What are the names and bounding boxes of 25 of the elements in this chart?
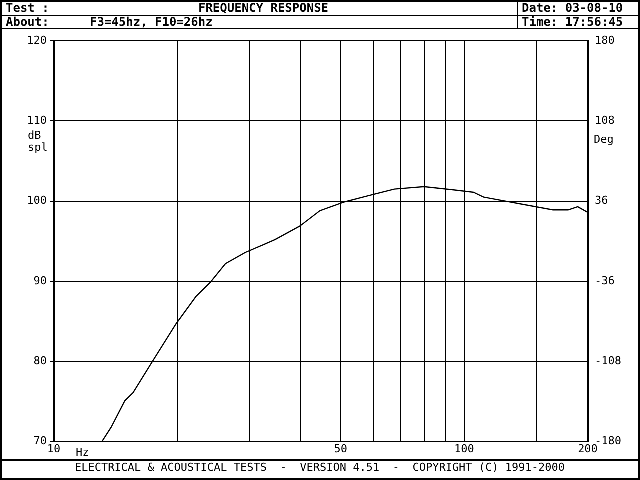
x-tick-label: 10 xyxy=(47,442,61,456)
y-tick-label: 120 xyxy=(27,34,47,47)
x-tick-label: 100 xyxy=(454,442,474,456)
y2-tick-label: 180 xyxy=(595,34,615,47)
y2-tick-label: 108 xyxy=(595,114,615,128)
chart-title: FREQUENCY RESPONSE xyxy=(197,1,330,15)
y-tick-label: 90 xyxy=(34,274,47,288)
y2-tick-label: -108 xyxy=(595,354,622,368)
y-axis-title: dB spl xyxy=(28,129,48,154)
text: Test : xyxy=(5,1,50,15)
y2-tick-label: 36 xyxy=(595,194,608,208)
x-axis-title: Hz xyxy=(76,446,90,459)
text: F3=45hz, F10=26hz xyxy=(90,15,213,29)
y-tick-label: 100 xyxy=(27,194,47,208)
x-tick-label: 200 xyxy=(578,442,598,456)
y2-tick-label: -36 xyxy=(595,274,615,288)
y-tick-label: 70 xyxy=(34,434,47,448)
y-tick-label: 110 xyxy=(27,114,47,128)
y2-axis-title: Deg xyxy=(594,133,614,146)
text: Date: 03-08-10 xyxy=(518,1,638,16)
text: About: xyxy=(5,15,50,29)
x-tick-label: 50 xyxy=(334,442,348,456)
text: ELECTRICAL & ACOUSTICAL TESTS - VERSION 4.51 - COPYRIGHT (C) 1991-2000 xyxy=(2,459,638,478)
text: Time: 17:56:45 xyxy=(521,15,624,29)
y-tick-label: 80 xyxy=(34,354,47,368)
